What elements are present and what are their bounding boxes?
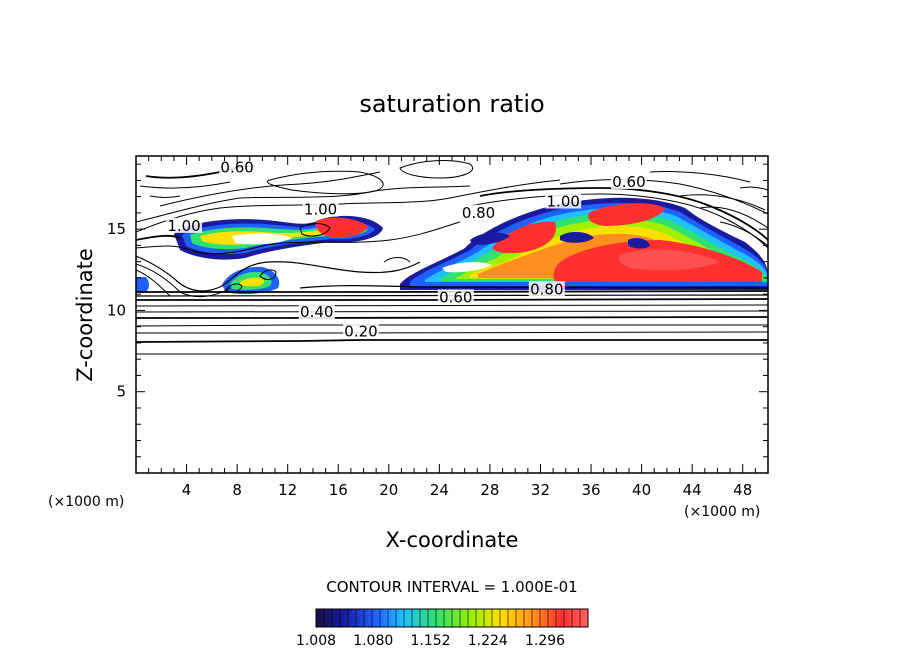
contour-labels: 0.20 0.40 0.60 0.80 1.00 1.00 0.60 0.60 0.80 1.00 (166, 158, 647, 341)
x-tick-label: 12 (278, 481, 297, 499)
shaded-regions (136, 197, 768, 295)
y-tick-label: 15 (107, 220, 126, 238)
contour-field (136, 160, 768, 355)
contour-label-bg (302, 201, 339, 217)
x-tick-label: 8 (232, 481, 242, 499)
plot-frame (135, 155, 769, 474)
x-tick-label: 16 (329, 481, 348, 499)
contour-label: 0.80 (462, 204, 495, 222)
contour-label: 1.00 (167, 217, 200, 235)
x-unit-label-right: (×1000 m) (684, 504, 760, 520)
cloud-region-west (174, 215, 383, 260)
contour-label-bg (298, 304, 335, 320)
axis-ticks (136, 156, 768, 473)
x-tick-label: 40 (632, 481, 651, 499)
colorbar-label: 1.224 (468, 633, 508, 649)
contour-label-bg (545, 193, 582, 209)
contour-label-bg (528, 281, 565, 297)
x-tick-labels: 4 8 12 16 20 24 28 32 36 40 44 48 (182, 481, 752, 499)
contour-label: 0.20 (344, 323, 377, 341)
chart-title: saturation ratio (359, 90, 544, 118)
contour-label: 0.60 (220, 158, 253, 176)
y-tick-labels: 5 10 15 (107, 220, 126, 401)
x-tick-label: 24 (430, 481, 449, 499)
contour-label-bg (460, 204, 497, 220)
cloud-region-east (400, 197, 768, 290)
y-axis-title: Z-coordinate (73, 248, 97, 382)
colorbar-labels: 1.008 1.080 1.152 1.224 1.296 (296, 633, 565, 649)
colorbar-label: 1.008 (296, 633, 336, 649)
contour-label-bg (342, 323, 379, 339)
cloud-region-small (136, 266, 280, 295)
y-tick-label: 5 (116, 383, 126, 401)
contour-label: 0.80 (530, 280, 563, 298)
colorbar-label: 1.152 (410, 633, 450, 649)
x-tick-label: 44 (683, 481, 702, 499)
contour-label: 1.00 (304, 201, 337, 219)
contour-label: 0.60 (612, 173, 645, 191)
contour-label-bg (219, 159, 256, 175)
contour-label: 0.60 (439, 288, 472, 306)
contour-label: 1.00 (547, 193, 580, 211)
contour-interval-note: CONTOUR INTERVAL = 1.000E-01 (326, 578, 577, 596)
x-axis-title: X-coordinate (386, 528, 519, 552)
x-unit-label-left: (×1000 m) (48, 494, 124, 510)
contour-label-bg (166, 217, 203, 233)
x-tick-label: 20 (379, 481, 398, 499)
x-tick-label: 4 (182, 481, 192, 499)
x-tick-label: 48 (733, 481, 752, 499)
contour-label-bg (437, 289, 474, 305)
x-tick-label: 36 (581, 481, 600, 499)
colorbar-label: 1.080 (353, 633, 393, 649)
contour-label-bg (610, 174, 647, 190)
y-tick-label: 10 (107, 301, 126, 319)
contour-label: 0.40 (300, 303, 333, 321)
colorbar-label: 1.296 (525, 633, 565, 649)
colorbar-ticks (315, 609, 589, 627)
contour-lines (136, 160, 768, 355)
x-tick-label: 32 (531, 481, 550, 499)
x-tick-label: 28 (480, 481, 499, 499)
